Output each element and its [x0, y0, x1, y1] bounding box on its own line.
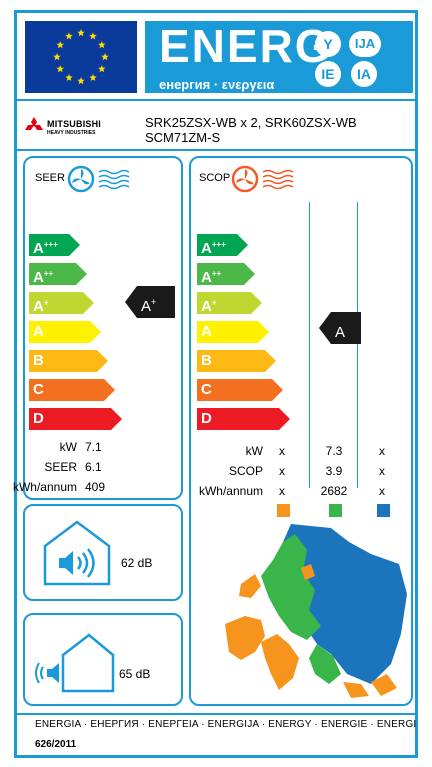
scop-class-bar: A+: [197, 292, 262, 315]
seer-value-label: SEER: [44, 460, 77, 474]
eu-star-icon: [97, 41, 106, 49]
letter-ia: IA: [351, 61, 377, 87]
eu-star-icon: [65, 73, 73, 82]
seer-class-bar: D: [29, 408, 122, 430]
footer-languages: ENERGIA · ЕНЕРГИЯ · ΕΝΕΡΓΕΙΑ · ENERGIJA …: [35, 719, 417, 730]
mitsubishi-diamonds-icon: [25, 117, 43, 130]
seer-class-bar: A++: [29, 263, 87, 286]
zone-average-swatch: [329, 504, 342, 517]
letter-ija: IJA: [349, 31, 381, 57]
letter-y: Y: [315, 31, 341, 57]
outdoor-noise-value: 65 dB: [119, 667, 151, 681]
eu-star-icon: [89, 73, 97, 82]
scop-value-cold: x: [279, 464, 285, 478]
scop-class-bar: A++: [197, 263, 255, 286]
eu-star-icon: [77, 77, 85, 85]
eu-star-icon: [89, 32, 97, 40]
seer-kw-label: kW: [59, 440, 77, 454]
scop-kwh-warm: x: [379, 484, 385, 498]
energy-label: ENERG енергия · ενεργεια Y IJA IE IA MIT…: [13, 10, 418, 758]
indoor-sound-house-icon: [43, 520, 111, 586]
energ-title: ENERG: [159, 20, 333, 72]
scop-column-divider-1: [309, 202, 310, 488]
eu-flag: [25, 21, 137, 93]
scop-rating-letter: A: [335, 324, 346, 341]
cooling-fan-icon: [67, 165, 130, 193]
brand-logo: [23, 117, 45, 140]
seer-class-bar: C: [29, 379, 115, 401]
eu-star-icon: [56, 65, 65, 73]
seer-rating-letter: A: [141, 298, 152, 315]
outdoor-noise-panel: 65 dB: [23, 613, 183, 706]
eu-star-icon: [77, 29, 85, 37]
scop-class-bar: D: [197, 408, 290, 430]
indoor-noise-value: 62 dB: [121, 556, 153, 570]
scop-label: SCOP: [199, 172, 231, 184]
energy-header: ENERG енергия · ενεργεια Y IJA IE IA: [145, 20, 413, 93]
scop-class-bar: A: [197, 321, 269, 343]
scop-kwh-label: kWh/annum: [198, 484, 263, 498]
scop-class-bar: A+++: [197, 234, 248, 257]
europe-climate-map: [225, 524, 407, 698]
eu-star-icon: [65, 32, 73, 40]
energ-subtitle: енергия · ενεργεια: [159, 77, 275, 92]
header-divider: [17, 99, 415, 101]
seer-class-bar: A+: [29, 292, 94, 315]
regulation-number: 626/2011: [35, 739, 77, 750]
heating-fan-icon: [231, 165, 294, 193]
scop-class-bar: C: [197, 379, 283, 401]
seer-value: 6.1: [85, 460, 102, 474]
brand-sub: HEAVY INDUSTRIES: [47, 130, 96, 136]
zone-colder-swatch: [277, 504, 290, 517]
scop-rating-arrow: A: [319, 312, 361, 344]
seer-kw-value: 7.1: [85, 440, 102, 454]
model-line-1: SRK25ZSX-WB x 2, SRK60ZSX-WB: [145, 115, 357, 130]
seer-kwh-label: kWh/annum: [12, 480, 77, 494]
scop-kw-warm: x: [379, 444, 385, 458]
seer-class-bar: B: [29, 350, 108, 372]
scop-kw-label: kW: [245, 444, 263, 458]
model-divider: [17, 149, 415, 151]
outdoor-sound-house-icon: [35, 633, 115, 693]
model-line-2: SCM71ZM-S: [145, 130, 221, 145]
eu-star-icon: [56, 41, 65, 49]
indoor-noise-panel: 62 dB: [23, 504, 183, 601]
scop-panel: SCOP A+++ A++ A+ A B C D A kW x 7.3 x SCOP x 3…: [189, 156, 413, 706]
eu-star-icon: [101, 53, 109, 61]
eu-star-icon: [53, 53, 61, 61]
seer-rating-sup: +: [151, 297, 157, 307]
brand-name: MITSUBISHI: [47, 119, 102, 129]
scop-value-warm: x: [379, 464, 385, 478]
footer-divider: [17, 713, 415, 715]
scop-kw-average: 7.3: [325, 444, 343, 458]
scop-value-average: 3.9: [325, 464, 343, 478]
scop-value-label: SCOP: [228, 464, 263, 478]
eu-stars-icon: [53, 29, 109, 85]
seer-kwh-value: 409: [85, 480, 106, 494]
scop-class-bar: B: [197, 350, 276, 372]
scop-column-divider-2: [357, 202, 358, 488]
seer-label: SEER: [35, 172, 65, 184]
scop-kwh-cold: x: [279, 484, 285, 498]
seer-rating-arrow: A+: [125, 286, 175, 318]
eu-star-icon: [97, 65, 106, 73]
seer-class-bar: A+++: [29, 234, 80, 257]
zone-warmer-swatch: [377, 504, 390, 517]
scop-kwh-average: 2682: [320, 484, 348, 498]
seer-class-bar: A: [29, 321, 101, 343]
letter-ie: IE: [315, 61, 341, 87]
scop-kw-cold: x: [279, 444, 285, 458]
seer-panel: SEER A+++ A++ A+ A B C D A+ kW 7.1 SEER 6.1 kW…: [13, 156, 183, 500]
